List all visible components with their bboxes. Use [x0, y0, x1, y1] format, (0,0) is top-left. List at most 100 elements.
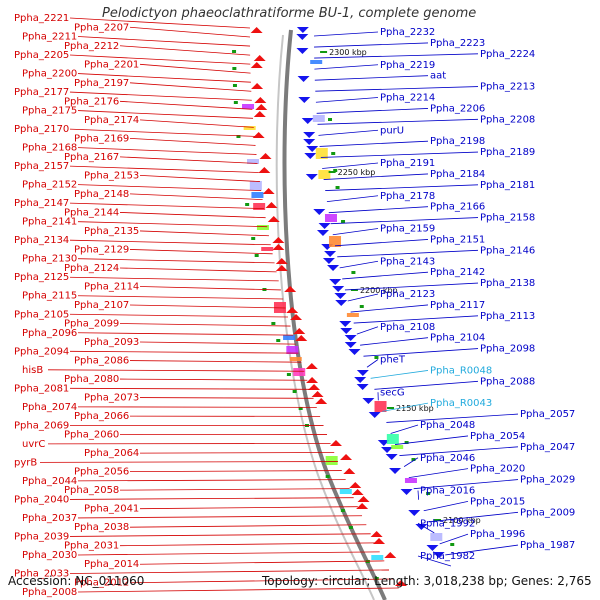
right-gene-label: Ppha_2146	[480, 245, 535, 256]
rna-tick-mark	[333, 169, 338, 172]
reverse-gene-arrow	[377, 440, 390, 446]
right-gene-label: Ppha_R0048	[430, 365, 492, 376]
right-gene-label: Ppha_2016	[420, 486, 475, 497]
reverse-gene-arrow	[356, 384, 369, 390]
right-gene-label: Ppha_2104	[430, 333, 485, 344]
left-gene-label: hisB	[22, 365, 43, 376]
left-gene-label: Ppha_2212	[64, 41, 119, 52]
forward-gene-arrow	[255, 104, 268, 110]
right-label-leader-line	[318, 129, 379, 136]
gene-feature-block	[386, 434, 399, 444]
left-gene-label: Ppha_2037	[22, 513, 77, 524]
right-label-leader-line	[423, 501, 469, 512]
gene-feature-block	[242, 104, 255, 109]
rna-tick-mark	[450, 543, 455, 546]
left-label-leader-line	[69, 569, 390, 574]
left-label-leader-line	[77, 110, 254, 119]
forward-gene-arrow	[315, 398, 328, 404]
right-gene-label: Ppha_2178	[380, 191, 435, 202]
reverse-gene-arrow	[335, 300, 348, 306]
left-label-leader-line	[77, 551, 380, 556]
right-gene-label: Ppha_2223	[430, 38, 485, 49]
right-label-leader-line	[317, 118, 479, 125]
rna-tick-mark	[298, 407, 303, 410]
reverse-gene-arrow	[313, 209, 326, 215]
forward-gene-arrow	[272, 244, 285, 250]
left-gene-label: Ppha_2033	[14, 568, 69, 579]
forward-gene-arrow	[252, 132, 265, 138]
right-gene-label: Ppha_2198	[430, 136, 485, 147]
left-label-leader-line	[77, 221, 268, 228]
left-label-leader-line	[139, 286, 281, 291]
right-label-leader-line	[403, 457, 419, 467]
left-gene-label: Ppha_2134	[14, 235, 69, 246]
right-label-leader-line	[314, 75, 429, 81]
left-label-leader-line	[139, 119, 254, 128]
reverse-gene-arrow	[340, 328, 353, 334]
forward-gene-arrow	[356, 503, 369, 509]
left-gene-label: Ppha_2200	[22, 69, 77, 80]
rna-tick-mark	[286, 373, 291, 376]
left-label-leader-line	[139, 506, 358, 510]
right-label-leader-line	[386, 413, 519, 423]
right-label-leader-line	[353, 315, 479, 324]
left-gene-label: Ppha_2124	[64, 263, 119, 274]
rna-tick-mark	[325, 475, 330, 478]
gene-feature-block	[374, 401, 387, 412]
reverse-gene-arrow	[304, 153, 317, 159]
right-gene-label: Ppha_2159	[380, 224, 435, 235]
reverse-gene-arrow	[381, 447, 394, 453]
reverse-gene-arrow	[298, 97, 311, 103]
left-label-leader-line	[69, 17, 251, 29]
rna-tick-mark	[351, 271, 356, 274]
forward-gene-arrow	[384, 552, 397, 558]
right-label-leader-line	[413, 479, 519, 490]
right-gene-label: Ppha_2108	[380, 322, 435, 333]
gene-feature-block	[324, 214, 337, 222]
reverse-gene-arrow	[324, 251, 337, 257]
left-gene-label: Ppha_2093	[84, 337, 139, 348]
gene-feature-block	[256, 225, 269, 230]
right-label-leader-line	[314, 42, 429, 48]
left-label-leader-line	[69, 533, 371, 537]
forward-gene-arrow	[311, 391, 324, 397]
gene-feature-block	[286, 346, 299, 354]
right-label-leader-line	[382, 402, 429, 412]
left-label-leader-line	[129, 304, 286, 309]
right-label-leader-line	[374, 380, 479, 390]
left-gene-label: Ppha_2081	[14, 383, 69, 394]
rna-tick-mark	[374, 356, 379, 359]
reverse-gene-arrow	[400, 489, 413, 495]
right-gene-label: Ppha_1982	[420, 551, 475, 562]
reverse-gene-arrow	[297, 76, 310, 82]
left-label-leader-line	[129, 578, 394, 584]
gene-feature-block	[249, 181, 262, 190]
rna-tick-mark	[328, 118, 333, 121]
left-label-leader-line	[119, 100, 253, 110]
left-gene-label: Ppha_2039	[14, 531, 69, 542]
left-gene-label: Ppha_2096	[22, 328, 77, 339]
rna-tick-mark	[276, 339, 281, 342]
reverse-gene-arrow	[303, 139, 316, 145]
left-label-leader-line	[129, 82, 252, 92]
forward-gene-arrow	[275, 258, 288, 264]
gene-feature-block	[261, 247, 274, 251]
reverse-gene-arrow	[415, 524, 428, 530]
right-gene-label: aat	[430, 71, 446, 82]
right-gene-label: Ppha_R0043	[430, 398, 492, 409]
right-label-leader-line	[322, 162, 379, 169]
rna-tick-mark	[245, 203, 250, 206]
right-gene-label: Ppha_2138	[480, 278, 535, 289]
left-label-leader-line	[139, 452, 335, 454]
left-label-leader-line	[77, 36, 251, 47]
reverse-gene-arrow	[432, 552, 445, 558]
left-gene-label: Ppha_2174	[84, 115, 139, 126]
forward-gene-arrow	[370, 531, 383, 537]
left-gene-label: Ppha_2207	[74, 22, 129, 33]
left-label-leader-line	[119, 542, 376, 547]
reverse-gene-arrow	[296, 34, 309, 40]
gene-feature-block	[339, 489, 352, 494]
genome-title: Pelodictyon phaeoclathratiforme BU-1, co…	[102, 6, 477, 21]
left-gene-label: Ppha_2073	[84, 393, 139, 404]
reverse-gene-arrow	[368, 412, 381, 418]
